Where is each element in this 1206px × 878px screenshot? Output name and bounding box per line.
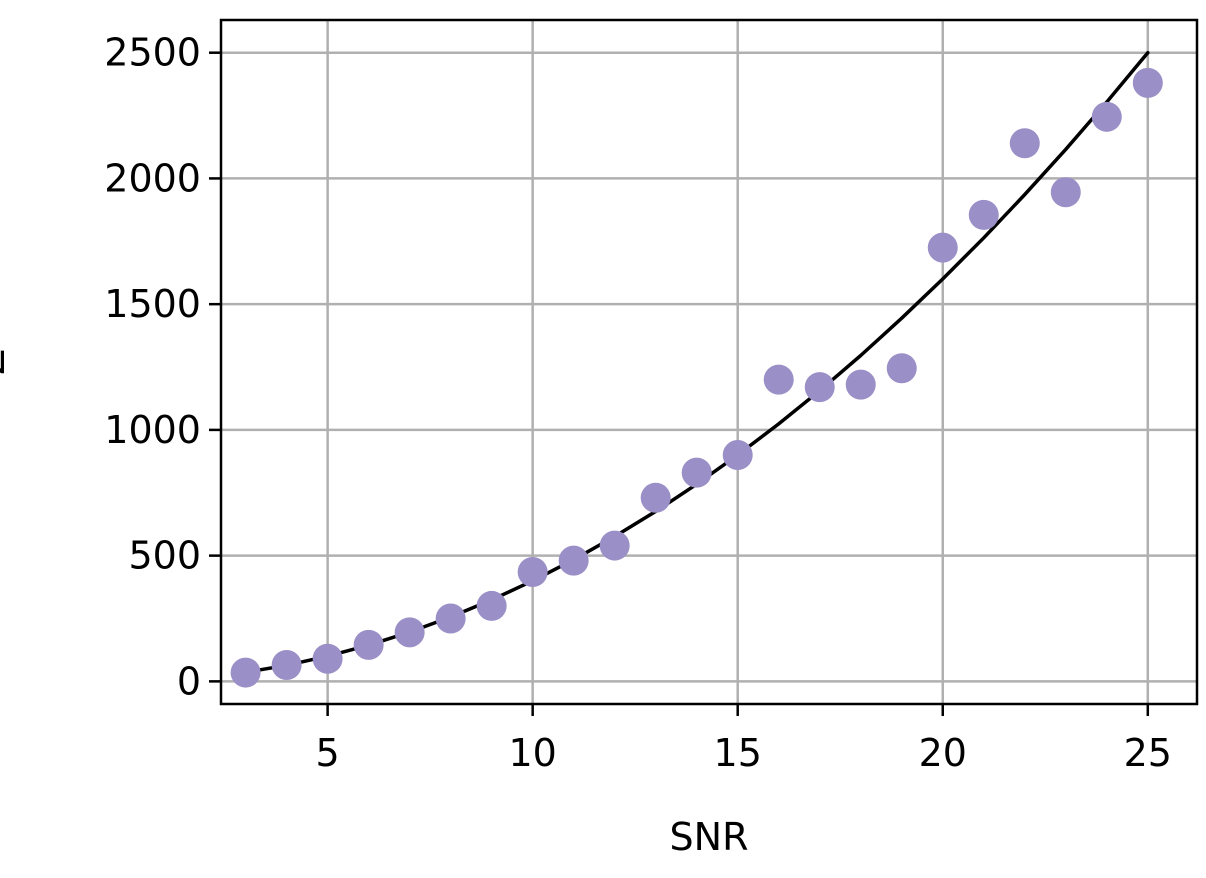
data-point bbox=[394, 617, 425, 648]
y-tick-label: 1500 bbox=[104, 282, 201, 326]
data-point bbox=[271, 650, 302, 681]
data-point bbox=[230, 657, 261, 688]
data-points bbox=[230, 67, 1163, 688]
data-point bbox=[845, 369, 876, 400]
data-point bbox=[476, 590, 507, 621]
axis-ticks: 5 10 15 20 25 0 500 1000 1500 2000 2500 bbox=[104, 31, 1172, 775]
x-axis-label: SNR bbox=[670, 815, 749, 859]
data-point bbox=[681, 457, 712, 488]
y-tick-label: 2000 bbox=[104, 156, 201, 200]
grid bbox=[221, 20, 1197, 704]
data-point bbox=[968, 199, 999, 230]
y-tick-label: 1000 bbox=[104, 408, 201, 452]
data-point bbox=[1050, 177, 1081, 208]
plot-frame bbox=[219, 18, 1199, 706]
y-tick-label: 2500 bbox=[104, 31, 201, 75]
data-point bbox=[763, 364, 794, 395]
data-point bbox=[927, 232, 958, 263]
data-point bbox=[558, 545, 589, 576]
data-point bbox=[1091, 101, 1122, 132]
y-tick-label: 500 bbox=[128, 534, 201, 578]
data-point bbox=[1132, 67, 1163, 98]
data-point bbox=[804, 372, 835, 403]
data-point bbox=[353, 629, 384, 660]
data-point bbox=[312, 643, 343, 674]
data-point bbox=[435, 603, 466, 634]
x-tick-label: 5 bbox=[316, 731, 340, 775]
x-tick-label: 15 bbox=[714, 731, 762, 775]
data-point bbox=[517, 556, 548, 587]
data-point bbox=[640, 482, 671, 513]
x-tick-label: 25 bbox=[1124, 731, 1172, 775]
data-point bbox=[886, 353, 917, 384]
x-tick-label: 20 bbox=[919, 731, 967, 775]
data-point bbox=[1009, 128, 1040, 159]
x-tick-label: 10 bbox=[508, 731, 556, 775]
y-tick-label: 0 bbox=[177, 659, 201, 703]
data-point bbox=[599, 530, 630, 561]
data-point bbox=[722, 440, 753, 471]
y-axis-label: Z bbox=[0, 349, 13, 375]
